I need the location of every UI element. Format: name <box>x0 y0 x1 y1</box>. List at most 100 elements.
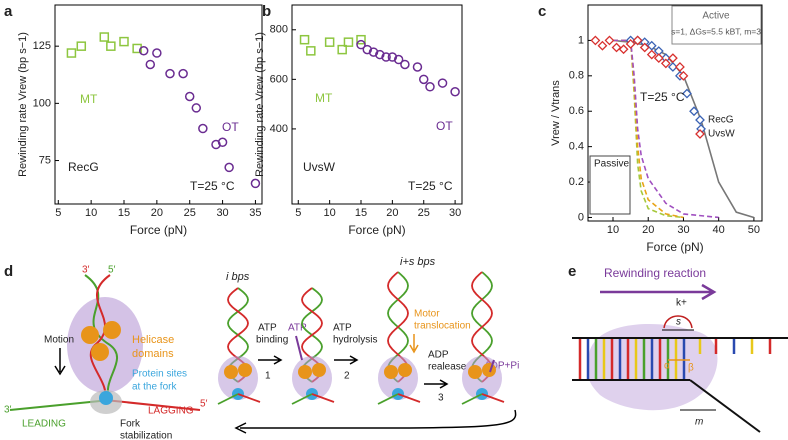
domain <box>298 365 312 379</box>
point <box>611 42 622 53</box>
x-tick-label: 15 <box>355 207 367 219</box>
point <box>590 35 601 46</box>
strand <box>9 274 118 411</box>
m-label: m <box>695 417 703 428</box>
y-axis-label: Rewinding rate Vrew (bp s−1) <box>17 32 29 177</box>
tail <box>237 393 261 403</box>
point <box>217 137 228 147</box>
point <box>400 59 410 70</box>
beta-label: β <box>688 363 694 374</box>
adp-arrow <box>489 359 495 373</box>
step-label: ATP <box>258 323 277 334</box>
rate-arrow <box>663 315 693 329</box>
series-label: OT <box>436 119 453 133</box>
x-tick-label: 15 <box>118 207 130 219</box>
x-tick-label: 30 <box>677 224 689 236</box>
point <box>618 44 629 55</box>
step-number: 3 <box>438 393 444 404</box>
sites-label: Protein sites <box>132 369 187 380</box>
y-tick-label: 800 <box>270 24 288 36</box>
site <box>99 391 113 405</box>
tail <box>217 393 239 405</box>
motor-arrow <box>409 334 419 354</box>
temperature: T=25 °C <box>640 90 685 104</box>
tail <box>291 393 313 405</box>
tail <box>397 393 421 403</box>
point <box>653 53 664 64</box>
point <box>145 59 156 70</box>
point <box>66 48 77 58</box>
tail <box>311 393 335 403</box>
x-tick-label: 10 <box>85 207 97 219</box>
step-number: 1 <box>265 371 271 382</box>
y-tick-label: 0.8 <box>569 70 584 82</box>
domain <box>468 365 482 379</box>
motor-label: Motor <box>414 309 440 320</box>
point <box>184 91 195 102</box>
point <box>660 58 671 69</box>
y-tick-label: 600 <box>270 73 288 85</box>
reaction-arrow <box>600 283 717 301</box>
x-axis-label: Force (pN) <box>348 223 405 237</box>
y-tick-label: 0.2 <box>569 176 584 188</box>
point <box>646 49 657 60</box>
panel-label: d <box>4 263 13 280</box>
point <box>393 54 404 65</box>
point <box>250 178 261 189</box>
end-label: 3′ <box>82 265 90 276</box>
point <box>106 41 116 51</box>
point <box>324 37 335 47</box>
step-arrow <box>258 355 283 365</box>
step-label: realease <box>428 362 467 373</box>
y-tick-label: 125 <box>33 40 51 52</box>
x-tick-label: 40 <box>713 224 725 236</box>
step-label: ATP <box>333 323 352 334</box>
bps-label: i+s bps <box>400 256 436 268</box>
rate-label: k+ <box>676 298 687 309</box>
x-axis-label: Force (pN) <box>130 223 187 237</box>
diagram-d: d 3′ 5′ Motion Helicase domains Protein … <box>4 256 519 440</box>
lagging-label: LAGGING <box>148 406 194 417</box>
tail <box>481 393 505 403</box>
point <box>337 44 347 55</box>
point <box>604 35 615 46</box>
point <box>211 139 221 150</box>
legend-marker <box>695 129 705 139</box>
point <box>678 70 689 81</box>
y-tick-label: 0 <box>578 211 584 223</box>
motor-label: translocation <box>414 321 471 332</box>
point <box>299 34 310 45</box>
sites-label: at the fork <box>132 382 177 393</box>
point <box>689 106 699 117</box>
x-tick-label: 10 <box>324 207 336 219</box>
point <box>675 62 685 72</box>
cycle-arrow <box>239 409 517 429</box>
domain <box>238 363 252 377</box>
curve <box>613 39 719 219</box>
active-params: s=1, ΔGs=5.5 kBT, m=3 <box>671 26 761 36</box>
x-tick-label: 50 <box>748 224 760 236</box>
point <box>418 74 429 85</box>
step-label: binding <box>256 335 288 346</box>
point <box>667 53 678 64</box>
temperature: T=25 °C <box>408 179 453 193</box>
bps-label: i bps <box>226 271 250 283</box>
tail <box>377 393 399 405</box>
diagram-e: e Rewinding reaction k+ s α β m <box>568 263 788 433</box>
x-tick-label: 35 <box>249 207 261 219</box>
s-label: s <box>676 317 681 328</box>
point <box>450 86 460 97</box>
legend-label: UvsW <box>708 129 735 140</box>
end-label: 5′ <box>108 265 116 276</box>
active-box <box>671 5 762 45</box>
x-tick-label: 25 <box>418 207 430 219</box>
series-label: OT <box>222 120 239 134</box>
series-group <box>66 32 261 189</box>
y-tick-label: 100 <box>33 97 51 109</box>
y-axis-label: Vrew / Vtrans <box>550 80 562 146</box>
point <box>682 88 692 99</box>
domain <box>81 326 99 344</box>
end-label: 5′ <box>200 399 208 410</box>
series-label: MT <box>315 91 333 105</box>
point <box>625 39 636 49</box>
